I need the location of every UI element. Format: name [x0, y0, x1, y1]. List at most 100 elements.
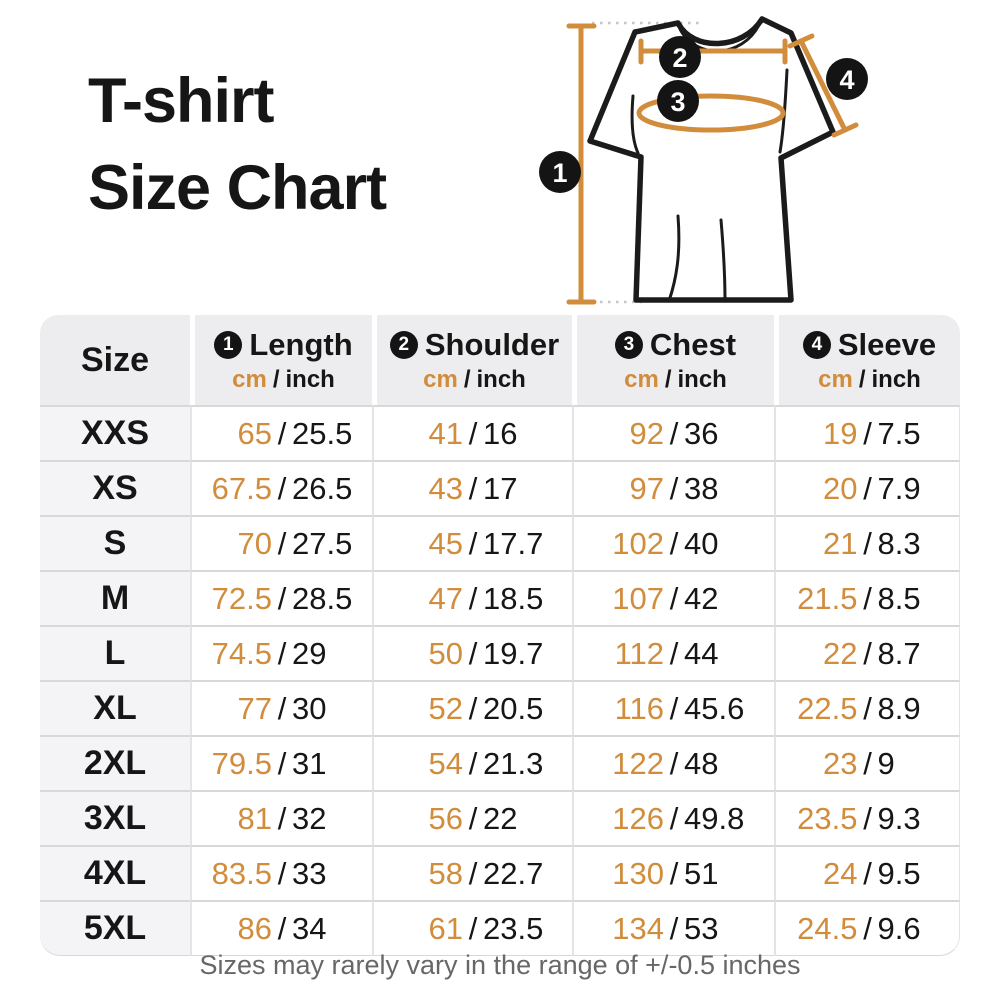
- unit-inch-label: inch: [476, 365, 526, 393]
- shoulder-cell: 56/22: [372, 790, 572, 845]
- sleeve-cm-value: 21: [823, 525, 858, 561]
- length-cm-value: 67.5: [211, 470, 272, 506]
- length-cm-value: 81: [237, 800, 272, 836]
- length-inch-value: 33: [292, 855, 327, 891]
- chest-inch-value: 44: [684, 635, 719, 671]
- size-label: 2XL: [40, 735, 190, 790]
- sleeve-inch-value: 8.3: [877, 525, 921, 561]
- unit-inch-label: inch: [871, 365, 921, 393]
- shoulder-cell: 45/17.7: [372, 515, 572, 570]
- table-row: 2XL 79.5/31 54/21.3 122/48 23/9: [40, 735, 960, 790]
- length-cm-value: 72.5: [211, 580, 272, 616]
- slash-divider: /: [468, 690, 478, 726]
- slash-divider: /: [863, 855, 872, 891]
- slash-divider: /: [863, 690, 872, 726]
- sleeve-cell: 20/7.9: [774, 460, 960, 515]
- chest-cell: 112/44: [572, 625, 774, 680]
- shoulder-cell: 58/22.7: [372, 845, 572, 900]
- length-cell: 83.5/33: [190, 845, 372, 900]
- marker-badge-4: 4: [826, 58, 868, 100]
- slash-divider: /: [277, 635, 287, 671]
- sleeve-inch-value: 9.3: [877, 800, 921, 836]
- sleeve-inch-value: 9: [877, 745, 895, 781]
- chest-cell: 97/38: [572, 460, 774, 515]
- length-cm-value: 70: [237, 525, 272, 561]
- unit-cm-label: cm: [232, 365, 267, 393]
- shoulder-inch-value: 22: [483, 800, 518, 836]
- sleeve-cm-value: 24: [823, 855, 858, 891]
- sleeve-cell: 23/9: [774, 735, 960, 790]
- shoulder-inch-value: 23.5: [483, 910, 544, 946]
- shoulder-cm-value: 58: [428, 855, 463, 891]
- sleeve-cell: 21/8.3: [774, 515, 960, 570]
- chest-measure-ellipse: [636, 93, 786, 133]
- chest-cell: 92/36: [572, 405, 774, 460]
- slash-divider: /: [468, 910, 478, 946]
- chest-cm-value: 112: [614, 635, 664, 671]
- marker-badge-3: 3: [657, 80, 699, 122]
- slash-divider: /: [277, 470, 287, 506]
- sleeve-cell: 23.5/9.3: [774, 790, 960, 845]
- sleeve-cm-value: 23.5: [797, 800, 858, 836]
- size-table-body: XXS 65/25.5 41/16 92/36 19/7.5: [40, 405, 960, 956]
- shoulder-inch-value: 18.5: [483, 580, 544, 616]
- slash-divider: /: [863, 525, 872, 561]
- shoulder-inch-value: 19.7: [483, 635, 544, 671]
- shoulder-badge: 2: [389, 330, 418, 359]
- slash-divider: /: [669, 800, 679, 836]
- shoulder-cell: 50/19.7: [372, 625, 572, 680]
- shoulder-cm-value: 50: [428, 635, 463, 671]
- table-row: S 70/27.5 45/17.7 102/40 21/8.3: [40, 515, 960, 570]
- slash-divider: /: [468, 800, 478, 836]
- size-label: S: [40, 515, 190, 570]
- slash-divider: /: [669, 470, 679, 506]
- shoulder-inch-value: 17: [483, 470, 518, 506]
- sleeve-cm-value: 19: [823, 415, 858, 451]
- sleeve-cell: 24.5/9.6: [774, 900, 960, 956]
- shoulder-inch-value: 17.7: [483, 525, 544, 561]
- chest-cm-value: 122: [612, 745, 664, 781]
- length-measure-line: [566, 23, 597, 305]
- slash-divider: /: [669, 580, 679, 616]
- unit-divider: /: [858, 365, 866, 393]
- length-cm-value: 77: [237, 690, 272, 726]
- marker-4-number: 4: [839, 65, 854, 95]
- length-cm-value: 83.5: [211, 855, 272, 891]
- page-title-line1: T-shirt: [88, 66, 275, 136]
- length-inch-value: 28.5: [292, 580, 353, 616]
- sleeve-inch-value: 7.9: [877, 470, 921, 506]
- table-row: XXS 65/25.5 41/16 92/36 19/7.5: [40, 405, 960, 460]
- length-cm-value: 65: [237, 415, 272, 451]
- unit-divider: /: [463, 365, 471, 393]
- slash-divider: /: [863, 800, 872, 836]
- length-cell: 67.5/26.5: [190, 460, 372, 515]
- tshirt-illustration: [587, 16, 836, 303]
- length-cell: 70/27.5: [190, 515, 372, 570]
- length-cell: 79.5/31: [190, 735, 372, 790]
- column-label-sleeve: Sleeve: [837, 326, 937, 362]
- sleeve-cell: 24/9.5: [774, 845, 960, 900]
- shoulder-cm-value: 41: [428, 415, 463, 451]
- dotted-guide-lines: [592, 21, 700, 304]
- size-label: 3XL: [40, 790, 190, 845]
- size-label: 4XL: [40, 845, 190, 900]
- slash-divider: /: [669, 415, 679, 451]
- slash-divider: /: [277, 415, 287, 451]
- sleeve-inch-value: 8.7: [877, 635, 921, 671]
- length-cell: 74.5/29: [190, 625, 372, 680]
- chest-cell: 116/45.6: [572, 680, 774, 735]
- chest-inch-value: 51: [684, 855, 719, 891]
- chest-cell: 122/48: [572, 735, 774, 790]
- length-cell: 72.5/28.5: [190, 570, 372, 625]
- table-row: XS 67.5/26.5 43/17 97/38 20/7.9: [40, 460, 960, 515]
- slash-divider: /: [863, 745, 872, 781]
- length-cell: 77/30: [190, 680, 372, 735]
- slash-divider: /: [669, 525, 679, 561]
- column-label-length: Length: [249, 326, 353, 362]
- chest-cell: 102/40: [572, 515, 774, 570]
- chest-inch-value: 45.6: [684, 690, 745, 726]
- column-header-shoulder: 2 Shoulder cm / inch: [372, 315, 572, 405]
- slash-divider: /: [669, 635, 679, 671]
- column-header-chest: 3 Chest cm / inch: [572, 315, 774, 405]
- shoulder-cell: 54/21.3: [372, 735, 572, 790]
